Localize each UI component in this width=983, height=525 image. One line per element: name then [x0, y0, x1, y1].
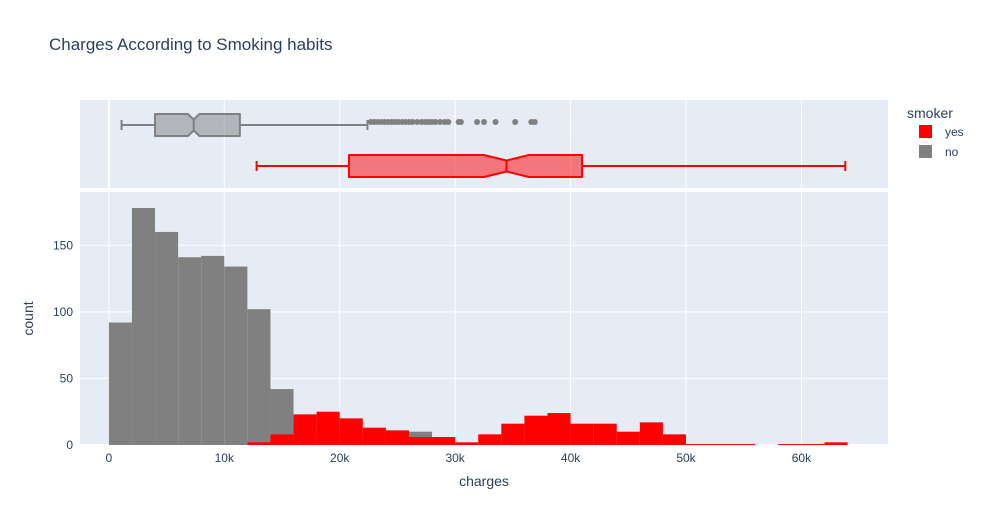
boxplot-outlier-no	[414, 119, 421, 125]
boxplot-outlier-no	[492, 119, 499, 125]
boxplot-outlier-no	[512, 119, 519, 125]
boxplot-outlier-no	[531, 119, 538, 125]
histogram-bar-yes	[478, 434, 502, 445]
boxplot-outlier-no	[437, 119, 444, 125]
y-axis-title: count	[20, 301, 36, 335]
histogram-bar-yes	[593, 423, 617, 445]
chart-title: Charges According to Smoking habits	[49, 35, 333, 54]
boxplot-marks	[120, 113, 847, 178]
histogram-bar-yes	[432, 437, 456, 445]
boxplot-outlier-no	[457, 119, 464, 125]
boxplot-outlier-no	[409, 119, 416, 125]
histogram-bar-yes	[362, 427, 386, 445]
legend-label-no: no	[945, 145, 959, 159]
legend-swatch-no	[919, 145, 932, 158]
histogram-bar-no	[201, 255, 225, 445]
y-tick-label: 0	[66, 438, 73, 452]
legend-item-yes[interactable]: yes	[919, 125, 964, 139]
histogram-bar-yes	[501, 423, 525, 445]
histogram-bar-yes	[639, 422, 663, 445]
boxplot-outlier-no	[474, 119, 481, 125]
x-tick-label: 20k	[330, 451, 350, 465]
histogram-panel: 0 10k 20k 30k 40k 50k 60k 0 50 100 150	[53, 192, 888, 465]
histogram-bars	[108, 207, 848, 445]
histogram-bar-no	[247, 309, 271, 445]
x-tick-label: 50k	[676, 451, 696, 465]
y-tick-label: 150	[53, 238, 73, 252]
histogram-bar-yes	[662, 434, 686, 445]
histogram-bar-no	[270, 389, 294, 445]
histogram-bar-yes	[455, 442, 479, 445]
histogram-bar-yes	[316, 411, 340, 445]
histogram-bar-yes	[524, 415, 548, 445]
boxplot-outlier-no	[481, 119, 487, 125]
legend-item-no[interactable]: no	[919, 145, 959, 159]
x-tick-label: 10k	[215, 451, 235, 465]
histogram-bar-no	[224, 266, 248, 445]
boxplot-box-no	[154, 113, 241, 137]
legend-swatch-yes	[919, 125, 932, 138]
boxplot-outlier-no	[432, 119, 439, 125]
histogram-bar-yes	[293, 414, 317, 445]
y-axis-ticks: 0 50 100 150	[53, 238, 73, 452]
histogram-bar-yes	[824, 442, 848, 445]
histogram-bar-yes	[270, 434, 294, 445]
x-tick-label: 30k	[445, 451, 465, 465]
histogram-bar-no	[178, 257, 202, 445]
histogram-bar-yes	[408, 437, 433, 445]
boxplot-panel	[80, 100, 888, 188]
histogram-bar-no	[155, 231, 179, 445]
histogram-bar-yes	[339, 418, 363, 445]
boxplot-box-yes	[347, 154, 584, 178]
boxplot-outlier-no	[445, 119, 452, 125]
histogram-bar-yes	[570, 423, 594, 445]
histogram-bar-yes	[385, 430, 409, 445]
legend-label-yes: yes	[945, 125, 964, 139]
histogram-bar-yes	[547, 413, 571, 445]
x-tick-label: 40k	[561, 451, 581, 465]
x-axis-title: charges	[459, 473, 509, 489]
x-tick-label: 60k	[792, 451, 812, 465]
legend[interactable]: smoker yes no	[907, 105, 964, 159]
y-tick-label: 50	[60, 371, 74, 385]
y-tick-label: 100	[53, 305, 73, 319]
x-axis-ticks: 0 10k 20k 30k 40k 50k 60k	[106, 451, 813, 465]
legend-title: smoker	[907, 105, 953, 121]
histogram-bar-yes	[616, 431, 640, 445]
histogram-bar-yes	[247, 442, 271, 445]
histogram-bar-no	[131, 207, 156, 445]
x-tick-label: 0	[106, 451, 113, 465]
histogram-bar-no	[108, 322, 132, 445]
